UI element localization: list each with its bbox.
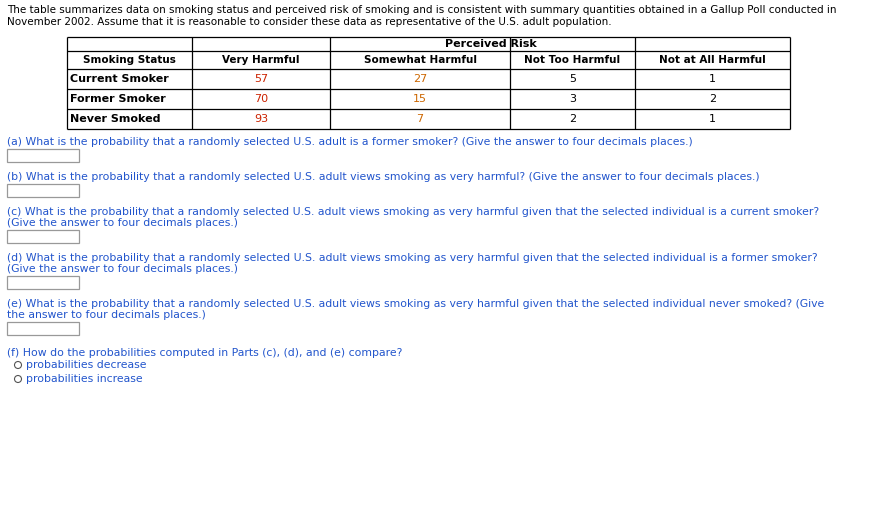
Text: 27: 27 — [412, 74, 427, 84]
Text: (Give the answer to four decimals places.): (Give the answer to four decimals places… — [7, 218, 238, 228]
Circle shape — [15, 376, 22, 382]
Text: (a) What is the probability that a randomly selected U.S. adult is a former smok: (a) What is the probability that a rando… — [7, 137, 692, 147]
Text: probabilities decrease: probabilities decrease — [26, 360, 146, 370]
Text: (b) What is the probability that a randomly selected U.S. adult views smoking as: (b) What is the probability that a rando… — [7, 172, 760, 182]
Text: (d) What is the probability that a randomly selected U.S. adult views smoking as: (d) What is the probability that a rando… — [7, 253, 818, 263]
Text: probabilities increase: probabilities increase — [26, 374, 143, 384]
Text: (c) What is the probability that a randomly selected U.S. adult views smoking as: (c) What is the probability that a rando… — [7, 207, 819, 217]
Text: Perceived Risk: Perceived Risk — [445, 39, 537, 49]
Text: Very Harmful: Very Harmful — [222, 55, 300, 65]
Text: 1: 1 — [709, 114, 716, 124]
Text: (e) What is the probability that a randomly selected U.S. adult views smoking as: (e) What is the probability that a rando… — [7, 299, 824, 309]
Text: (Give the answer to four decimals places.): (Give the answer to four decimals places… — [7, 264, 238, 274]
Text: the answer to four decimals places.): the answer to four decimals places.) — [7, 310, 206, 320]
Text: Not Too Harmful: Not Too Harmful — [524, 55, 621, 65]
Text: 1: 1 — [709, 74, 716, 84]
Text: 70: 70 — [254, 94, 268, 104]
Circle shape — [15, 362, 22, 369]
Text: 2: 2 — [709, 94, 716, 104]
Text: 57: 57 — [254, 74, 268, 84]
Text: 15: 15 — [413, 94, 427, 104]
Text: 2: 2 — [569, 114, 576, 124]
FancyBboxPatch shape — [7, 276, 79, 289]
Text: Smoking Status: Smoking Status — [83, 55, 176, 65]
FancyBboxPatch shape — [7, 184, 79, 197]
Text: (f) How do the probabilities computed in Parts (c), (d), and (e) compare?: (f) How do the probabilities computed in… — [7, 348, 402, 358]
Text: The table summarizes data on smoking status and perceived risk of smoking and is: The table summarizes data on smoking sta… — [7, 5, 836, 15]
Text: Somewhat Harmful: Somewhat Harmful — [364, 55, 476, 65]
Text: 93: 93 — [254, 114, 268, 124]
Text: 7: 7 — [417, 114, 424, 124]
Text: 3: 3 — [569, 94, 576, 104]
Text: November 2002. Assume that it is reasonable to consider these data as representa: November 2002. Assume that it is reasona… — [7, 17, 611, 27]
Text: Current Smoker: Current Smoker — [70, 74, 169, 84]
Text: Never Smoked: Never Smoked — [70, 114, 160, 124]
FancyBboxPatch shape — [7, 322, 79, 335]
FancyBboxPatch shape — [7, 230, 79, 243]
FancyBboxPatch shape — [7, 149, 79, 162]
Text: Former Smoker: Former Smoker — [70, 94, 166, 104]
Text: 5: 5 — [569, 74, 576, 84]
Text: Not at All Harmful: Not at All Harmful — [659, 55, 766, 65]
